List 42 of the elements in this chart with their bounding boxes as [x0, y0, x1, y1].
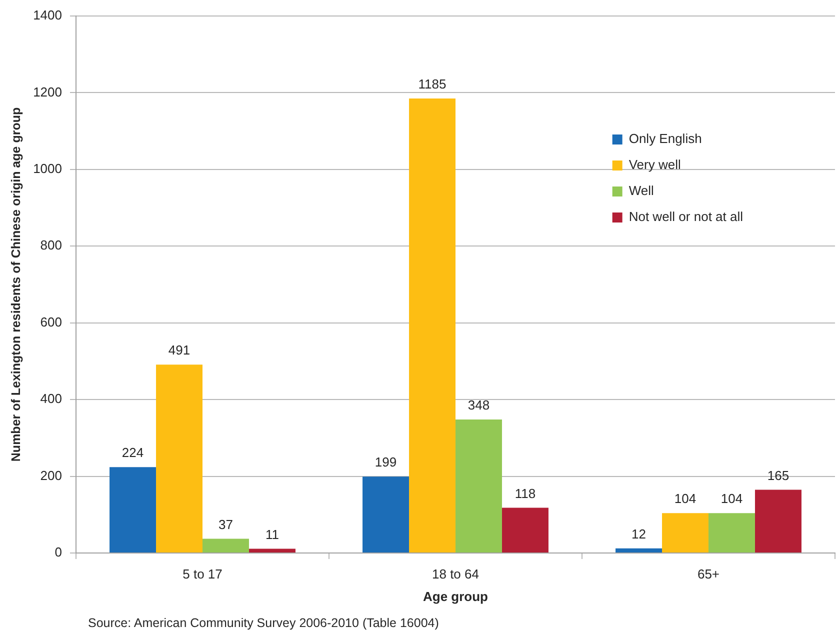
legend-label: Not well or not at all: [628, 209, 744, 224]
y-tick-label: 200: [40, 468, 62, 483]
data-label: 104: [674, 491, 696, 506]
y-tick-label: 800: [40, 238, 62, 253]
x-tick-label: 65+: [697, 566, 720, 582]
data-label: 348: [468, 398, 490, 413]
data-label: 118: [514, 486, 536, 501]
source-note: Source: American Community Survey 2006-2010 (Table 16004): [88, 616, 439, 630]
y-tick-label: 1400: [33, 8, 62, 23]
legend-label: Very well: [628, 157, 681, 172]
data-label: 199: [374, 454, 397, 470]
bar: [708, 513, 755, 552]
bar: [409, 98, 456, 552]
legend-label: Only English: [628, 131, 702, 146]
data-label: 11: [265, 526, 279, 542]
data-label: 1185: [418, 76, 446, 92]
bar: [662, 513, 708, 552]
y-tick-label: 0: [54, 544, 62, 560]
bar: [362, 476, 410, 552]
y-axis-title: Number of Lexington residents of Chinese origin age group: [8, 107, 23, 462]
x-axis-title: Age group: [423, 588, 488, 604]
y-tick-label: 600: [40, 314, 62, 330]
bar: [502, 508, 548, 552]
data-label: 37: [218, 516, 233, 532]
y-tick-label: 1200: [33, 84, 62, 100]
data-label: 491: [168, 342, 190, 358]
data-label: 224: [122, 445, 144, 460]
bar: [110, 467, 156, 552]
bar: [202, 538, 249, 552]
data-label: 104: [720, 491, 743, 506]
legend-label: Well: [628, 183, 654, 198]
bar: [754, 490, 802, 552]
x-tick-label: 5 to 17: [182, 566, 222, 582]
bar: [616, 548, 662, 552]
y-tick-label: 400: [40, 391, 62, 406]
bar: [456, 420, 502, 552]
data-label: 12: [632, 526, 646, 542]
data-label: 165: [767, 468, 790, 483]
y-tick-label: 1000: [33, 161, 62, 176]
x-tick-label: 18 to 64: [432, 566, 479, 582]
bar: [156, 364, 202, 552]
bar: [248, 548, 296, 552]
